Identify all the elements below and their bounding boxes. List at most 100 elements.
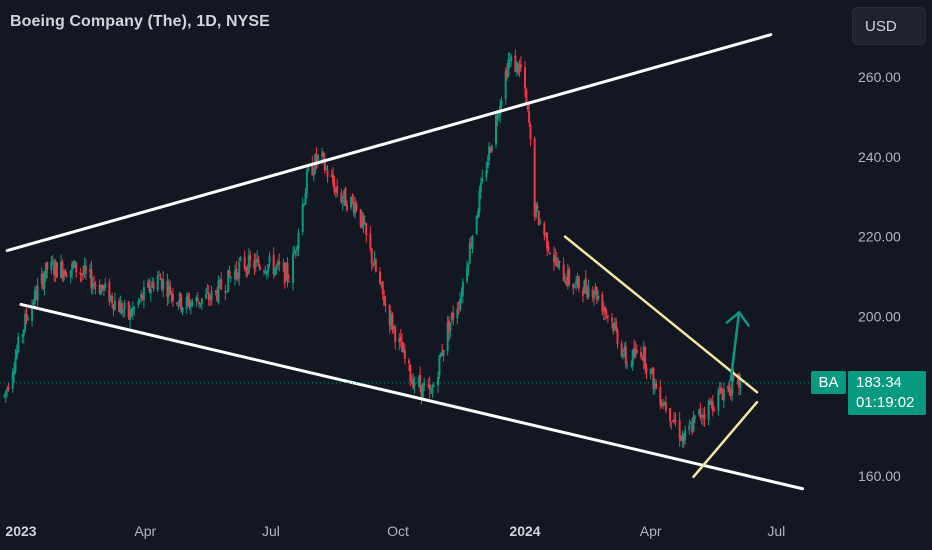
bar-countdown: 01:19:02	[856, 394, 915, 411]
candle	[552, 246, 555, 271]
candle	[544, 232, 547, 238]
candle	[697, 409, 700, 417]
candle	[581, 287, 584, 303]
candle	[142, 280, 145, 309]
candle	[118, 297, 121, 312]
triangle-lower-line[interactable]	[692, 400, 759, 479]
candle	[663, 401, 666, 406]
candle	[236, 272, 239, 282]
breakout-arrow[interactable]	[725, 311, 750, 382]
candle	[50, 255, 53, 275]
triangle-upper-line[interactable]	[563, 235, 759, 394]
candle	[576, 272, 579, 289]
currency-button[interactable]: USD	[852, 7, 926, 45]
candle	[674, 412, 677, 427]
candle	[14, 349, 17, 374]
candle	[238, 257, 241, 286]
candle	[188, 292, 191, 310]
candle	[160, 278, 163, 292]
candle	[558, 260, 561, 271]
candle	[60, 254, 63, 279]
candle	[113, 292, 116, 311]
candle	[235, 260, 238, 281]
upper-channel-line[interactable]	[5, 33, 773, 253]
candle	[703, 406, 706, 427]
candle	[21, 333, 24, 344]
candle	[303, 203, 306, 207]
candle	[649, 368, 652, 380]
candle	[224, 284, 227, 301]
candle	[518, 59, 521, 78]
candle	[316, 154, 319, 168]
candle	[323, 153, 326, 174]
candle	[584, 270, 587, 294]
candle	[572, 283, 575, 295]
candle	[301, 197, 304, 236]
candle	[489, 146, 492, 154]
candle	[732, 368, 735, 382]
candle	[728, 379, 731, 397]
candle	[641, 355, 644, 361]
candle	[403, 343, 406, 365]
candle	[189, 299, 192, 315]
candle	[557, 257, 560, 269]
candle	[109, 295, 112, 302]
candle	[495, 110, 498, 149]
candle	[205, 287, 208, 300]
candle	[133, 305, 136, 316]
candle	[390, 310, 393, 331]
candle	[565, 276, 568, 287]
lower-channel-line[interactable]	[19, 302, 805, 491]
candle	[583, 279, 586, 295]
candle	[104, 278, 107, 292]
axes-layer: 160.00 200.00 220.00 240.00 260.00 2023 Apr Jul…	[0, 69, 901, 539]
candle	[119, 295, 122, 314]
candle	[73, 260, 76, 269]
candle	[548, 251, 551, 255]
candle	[543, 221, 546, 241]
candle	[304, 188, 307, 205]
candle	[207, 284, 210, 306]
candle	[394, 324, 397, 350]
candle	[529, 122, 532, 146]
candle	[162, 270, 165, 298]
candle	[365, 222, 368, 243]
candle	[639, 346, 642, 360]
candle	[587, 279, 590, 300]
candle	[450, 311, 453, 323]
y-tick-label: 240.00	[858, 149, 901, 165]
candle	[478, 186, 481, 217]
candle	[442, 349, 445, 362]
candle	[539, 219, 542, 225]
candle	[471, 234, 474, 254]
last-price-badge: 183.34 01:19:02	[848, 371, 926, 415]
candle	[61, 259, 64, 282]
candle	[206, 283, 209, 295]
candle	[359, 208, 362, 229]
candle	[33, 286, 36, 309]
candle	[196, 292, 199, 302]
candle	[662, 398, 665, 410]
candle	[601, 291, 604, 316]
candle	[602, 301, 605, 321]
candle	[410, 374, 413, 385]
candle	[169, 280, 172, 295]
y-tick-label: 200.00	[858, 308, 901, 324]
candle	[6, 385, 9, 398]
candle	[659, 379, 662, 410]
candle	[408, 358, 411, 371]
candle	[525, 87, 528, 105]
candle	[69, 270, 72, 284]
candle	[586, 284, 589, 300]
candle	[533, 136, 536, 222]
candle	[180, 293, 183, 313]
candle	[702, 408, 705, 426]
candle	[717, 387, 720, 416]
candle	[62, 269, 65, 283]
candle	[243, 250, 246, 272]
candle	[80, 272, 83, 283]
candle	[178, 291, 181, 308]
candle	[524, 60, 526, 97]
